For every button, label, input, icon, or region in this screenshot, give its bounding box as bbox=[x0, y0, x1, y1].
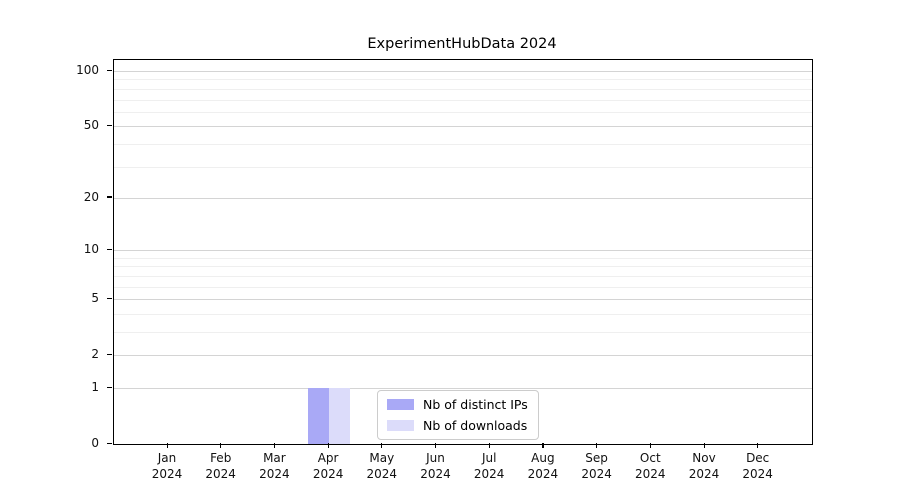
legend-label: Nb of downloads bbox=[423, 418, 528, 433]
major-gridline bbox=[114, 126, 812, 128]
plot-area bbox=[113, 59, 813, 445]
x-tick-label: Jan 2024 bbox=[151, 451, 183, 481]
x-tick-mark bbox=[703, 443, 705, 448]
x-tick-mark bbox=[166, 443, 168, 448]
x-tick-mark bbox=[273, 443, 276, 448]
minor-gridline bbox=[114, 88, 812, 90]
y-tick-label: 0 bbox=[91, 436, 99, 450]
legend-entry: Nb of downloads bbox=[387, 418, 528, 433]
y-tick-mark bbox=[107, 297, 112, 299]
x-tick-label: Aug 2024 bbox=[527, 451, 559, 481]
x-tick-mark bbox=[488, 443, 490, 448]
bar-nb-of-downloads bbox=[329, 388, 351, 444]
x-tick-label: Oct 2024 bbox=[635, 451, 666, 481]
x-tick-mark bbox=[649, 443, 651, 448]
x-tick-label: Feb 2024 bbox=[205, 451, 236, 481]
legend-swatch bbox=[387, 399, 414, 410]
legend: Nb of distinct IPs Nb of downloads bbox=[377, 390, 539, 440]
legend-swatch bbox=[387, 420, 414, 431]
major-gridline bbox=[114, 197, 812, 199]
y-tick-mark bbox=[107, 353, 112, 355]
y-tick-mark bbox=[107, 248, 112, 250]
x-tick-mark bbox=[542, 443, 544, 448]
chart-title: ExperimentHubData 2024 bbox=[367, 36, 557, 52]
legend-entry: Nb of distinct IPs bbox=[387, 397, 528, 412]
x-tick-mark bbox=[220, 443, 222, 448]
major-gridline bbox=[114, 299, 812, 301]
y-tick-mark bbox=[107, 386, 112, 388]
bar-nb-of-distinct-ips bbox=[308, 388, 330, 444]
major-gridline bbox=[114, 388, 812, 389]
x-tick-label: Jul 2024 bbox=[473, 451, 505, 481]
y-tick-mark bbox=[107, 124, 112, 126]
x-tick-label: Mar 2024 bbox=[259, 451, 290, 481]
x-tick-mark bbox=[327, 443, 329, 448]
y-tick-label: 20 bbox=[83, 189, 99, 204]
minor-gridline bbox=[114, 143, 812, 145]
y-tick-mark bbox=[107, 196, 112, 198]
minor-gridline bbox=[114, 266, 812, 268]
x-tick-label: May 2024 bbox=[366, 451, 398, 481]
minor-gridline bbox=[114, 332, 812, 333]
x-tick-mark bbox=[596, 443, 598, 448]
minor-gridline bbox=[114, 286, 812, 288]
y-tick-label: 50 bbox=[83, 118, 99, 133]
minor-gridline bbox=[114, 257, 812, 259]
x-tick-mark bbox=[435, 443, 437, 448]
major-gridline bbox=[114, 250, 812, 252]
x-tick-mark bbox=[381, 443, 383, 448]
minor-gridline bbox=[114, 166, 812, 168]
minor-gridline bbox=[114, 313, 812, 315]
minor-gridline bbox=[114, 79, 812, 81]
y-tick-label: 1 bbox=[91, 380, 99, 394]
y-tick-label: 5 bbox=[91, 291, 99, 306]
major-gridline bbox=[114, 71, 812, 72]
minor-gridline bbox=[114, 275, 812, 277]
x-tick-mark bbox=[757, 443, 759, 448]
y-tick-label: 2 bbox=[91, 347, 99, 362]
y-tick-mark bbox=[107, 442, 112, 444]
x-tick-label: Sep 2024 bbox=[581, 451, 612, 481]
x-tick-label: Jun 2024 bbox=[420, 451, 451, 481]
x-tick-label: Apr 2024 bbox=[312, 451, 344, 481]
y-tick-label: 100 bbox=[76, 63, 99, 77]
y-tick-label: 10 bbox=[83, 242, 99, 257]
minor-gridline bbox=[114, 111, 812, 113]
x-tick-label: Nov 2024 bbox=[688, 451, 720, 481]
minor-gridline bbox=[114, 99, 812, 101]
y-tick-mark bbox=[107, 69, 112, 71]
major-gridline bbox=[114, 355, 812, 357]
x-tick-label: Dec 2024 bbox=[742, 451, 773, 481]
legend-label: Nb of distinct IPs bbox=[423, 397, 528, 412]
